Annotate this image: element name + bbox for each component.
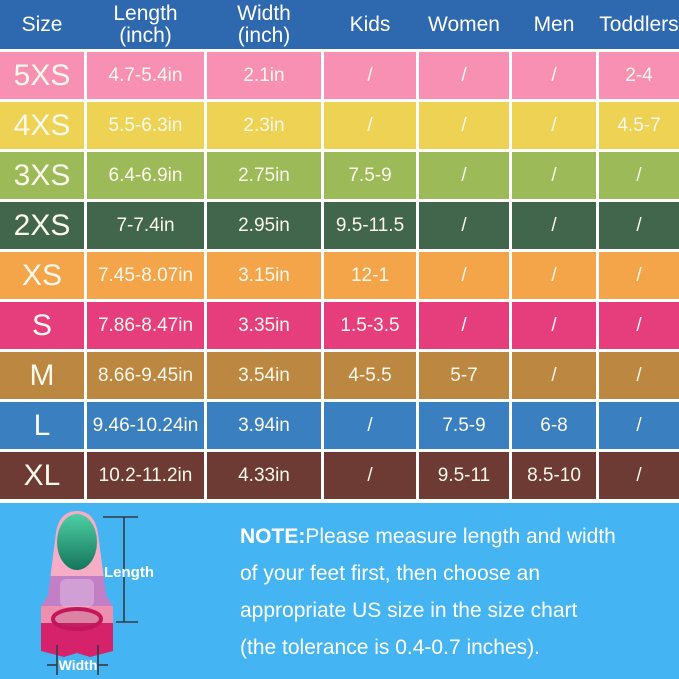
column-header-kids: Kids [349,12,391,36]
cell-width: 4.33in [207,452,321,499]
footer-note-section: Length Width NOTE:Please measure length … [0,503,679,679]
column-header-toddlers: Toddlers [599,12,679,36]
note-line: (the tolerance is 0.4-0.7 inches). [240,636,540,659]
cell-length: 9.46-10.24in [87,402,204,449]
measurement-arrows-icon [47,516,138,675]
cell-kids: / [324,452,416,499]
cell-kids: 9.5-11.5 [324,202,416,249]
cell-men: / [512,152,596,199]
cell-size: 2XS [0,202,84,249]
cell-length: 6.4-6.9in [87,152,204,199]
cell-toddlers: 2-4 [599,52,679,99]
cell-width: 2.1in [207,52,321,99]
cell-size: S [0,302,84,349]
fin-foot-pocket [51,607,103,631]
cell-women: / [419,52,509,99]
cell-men: 6-8 [512,402,596,449]
note-line: of your feet first, then choose an [240,562,541,585]
cell-length: 4.7-5.4in [87,52,204,99]
cell-toddlers: / [599,252,679,299]
cell-length: 7-7.4in [87,202,204,249]
note-line: appropriate US size in the size chart [240,599,578,622]
size-chart-table: Size Length (inch) Width (inch) Kids Wom… [0,0,679,499]
cell-toddlers: / [599,352,679,399]
cell-width: 2.95in [207,202,321,249]
cell-women: / [419,202,509,249]
cell-men: / [512,52,596,99]
column-header-women: Women [428,12,500,36]
cell-length: 10.2-11.2in [87,452,204,499]
cell-kids: 1.5-3.5 [324,302,416,349]
cell-size: 3XS [0,152,84,199]
cell-size: 4XS [0,102,84,149]
cell-kids: 7.5-9 [324,152,416,199]
cell-toddlers: / [599,152,679,199]
width-label: Width [59,657,98,673]
cell-men: / [512,352,596,399]
cell-men: / [512,252,596,299]
note-line: NOTE:Please measure length and width [240,525,616,548]
cell-width: 3.15in [207,252,321,299]
cell-women: / [419,102,509,149]
cell-men: / [512,302,596,349]
cell-width: 2.75in [207,152,321,199]
cell-width: 2.3in [207,102,321,149]
length-label: Length [104,564,154,581]
cell-women: / [419,252,509,299]
cell-men: / [512,202,596,249]
column-header-size: Size [21,12,63,36]
cell-length: 7.86-8.47in [87,302,204,349]
cell-size: XL [0,452,84,499]
cell-women: 7.5-9 [419,402,509,449]
cell-kids: / [324,102,416,149]
cell-toddlers: / [599,452,679,499]
cell-kids: / [324,402,416,449]
cell-length: 5.5-6.3in [87,102,204,149]
cell-women: 5-7 [419,352,509,399]
cell-toddlers: / [599,302,679,349]
cell-length: 8.66-9.45in [87,352,204,399]
fin-highlight [60,579,94,607]
column-header-length: Length (inch) [113,1,178,47]
cell-men: / [512,102,596,149]
cell-size: 5XS [0,52,84,99]
measurement-note: NOTE:Please measure length and width of … [240,518,668,666]
cell-size: L [0,402,84,449]
cell-kids: 4-5.5 [324,352,416,399]
cell-toddlers: 4.5-7 [599,102,679,149]
cell-kids: 12-1 [324,252,416,299]
cell-toddlers: / [599,202,679,249]
cell-women: / [419,302,509,349]
cell-width: 3.35in [207,302,321,349]
column-header-width: Width (inch) [237,1,291,47]
cell-width: 3.54in [207,352,321,399]
cell-women: / [419,152,509,199]
cell-size: XS [0,252,84,299]
cell-women: 9.5-11 [419,452,509,499]
note-bold-prefix: NOTE: [240,525,306,548]
fin-tip [57,514,97,570]
fin-illustration: Length Width [41,511,154,675]
cell-length: 7.45-8.07in [87,252,204,299]
cell-width: 3.94in [207,402,321,449]
cell-kids: / [324,52,416,99]
cell-men: 8.5-10 [512,452,596,499]
column-header-men: Men [533,12,575,36]
cell-size: M [0,352,84,399]
cell-toddlers: / [599,402,679,449]
table-header-row: Size Length (inch) Width (inch) Kids Wom… [0,0,679,49]
